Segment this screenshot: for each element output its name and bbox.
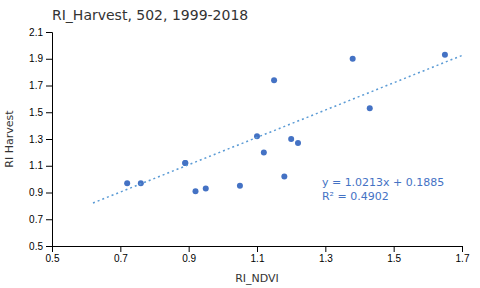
tick: 0.5: [29, 241, 52, 252]
point: [288, 136, 294, 142]
axis-line: [46, 33, 53, 247]
point: [367, 105, 373, 111]
tick: 1.7: [456, 246, 470, 264]
tick: 1.7: [29, 80, 52, 91]
tick: 1.3: [319, 246, 333, 264]
tick: 0.7: [114, 246, 128, 264]
point: [271, 77, 277, 83]
tick-label: 0.7: [114, 253, 128, 264]
tick-label: 1.9: [29, 53, 43, 64]
tick: 0.7: [29, 214, 52, 225]
tick-mark: [257, 246, 258, 252]
tick-mark: [46, 166, 52, 167]
trend-line: [93, 55, 462, 203]
tick-mark: [46, 59, 52, 60]
tick-label: 1.7: [456, 253, 470, 264]
plot: 0.5 0.7 0.9 1.1 1.3 1.5 1.7 0.5 0.7 0.9 1.1 1.3 1.5 1…: [29, 27, 470, 264]
tick: 1.1: [251, 246, 265, 264]
tick: 0.9: [29, 187, 52, 198]
tick-mark: [46, 86, 52, 87]
axis-line: [53, 247, 463, 253]
tick-mark: [46, 139, 52, 140]
tick-label: 1.5: [387, 253, 401, 264]
tick: 1.5: [387, 246, 401, 264]
point: [442, 52, 448, 58]
tick: 1.9: [29, 53, 52, 64]
point: [281, 173, 287, 179]
point: [261, 149, 267, 155]
tick-mark: [325, 246, 326, 252]
x-axis-title: RI_NDVI: [235, 272, 279, 285]
x-axis: 0.5 0.7 0.9 1.1 1.3 1.5 1.7: [46, 246, 470, 264]
tick-label: 0.5: [29, 241, 43, 252]
y-axis-title: RI Harvest: [3, 110, 16, 168]
tick: 0.9: [182, 246, 196, 264]
tick-mark: [189, 246, 190, 252]
tick-label: 1.3: [29, 134, 43, 145]
tick-label: 1.3: [319, 253, 333, 264]
scatter-series: [124, 52, 448, 194]
point: [295, 140, 301, 146]
tick-label: 0.9: [182, 253, 196, 264]
tick: 2.1: [29, 27, 52, 38]
y-axis: 0.5 0.7 0.9 1.1 1.3 1.5 1.7 1.9 2.1: [29, 27, 52, 252]
tick-mark: [46, 112, 52, 113]
tick-mark: [46, 219, 52, 220]
tick-label: 0.7: [29, 214, 43, 225]
point: [350, 56, 356, 62]
tick: 1.5: [29, 107, 52, 118]
point: [124, 180, 130, 186]
tick-label: 1.1: [251, 253, 265, 264]
tick-label: 1.1: [29, 160, 43, 171]
tick-mark: [462, 246, 463, 252]
annotation-line: y = 1.0213x + 0.1885: [322, 176, 444, 189]
tick: 1.1: [29, 160, 52, 171]
tick-mark: [120, 246, 121, 252]
tick-mark: [46, 193, 52, 194]
tick-mark: [46, 32, 52, 33]
point: [203, 185, 209, 191]
tick: 1.3: [29, 134, 52, 145]
tick-mark: [394, 246, 395, 252]
chart: 0.5 0.7 0.9 1.1 1.3 1.5 1.7 0.5 0.7 0.9 1.1 1.3 1.5 1…: [0, 0, 480, 288]
tick-label: 0.5: [46, 253, 60, 264]
tick-label: 1.5: [29, 107, 43, 118]
tick-label: 2.1: [29, 27, 43, 38]
point: [237, 183, 243, 189]
point: [254, 133, 260, 139]
annotation: y = 1.0213x + 0.1885R² = 0.4902: [322, 176, 444, 202]
point: [193, 188, 199, 194]
tick: 0.5: [46, 246, 60, 264]
tick-mark: [46, 246, 52, 247]
marks: [93, 52, 462, 203]
annotation-line: R² = 0.4902: [322, 190, 389, 203]
tick-label: 0.9: [29, 187, 43, 198]
title: RI_Harvest, 502, 1999-2018: [52, 7, 248, 23]
tick-label: 1.7: [29, 80, 43, 91]
